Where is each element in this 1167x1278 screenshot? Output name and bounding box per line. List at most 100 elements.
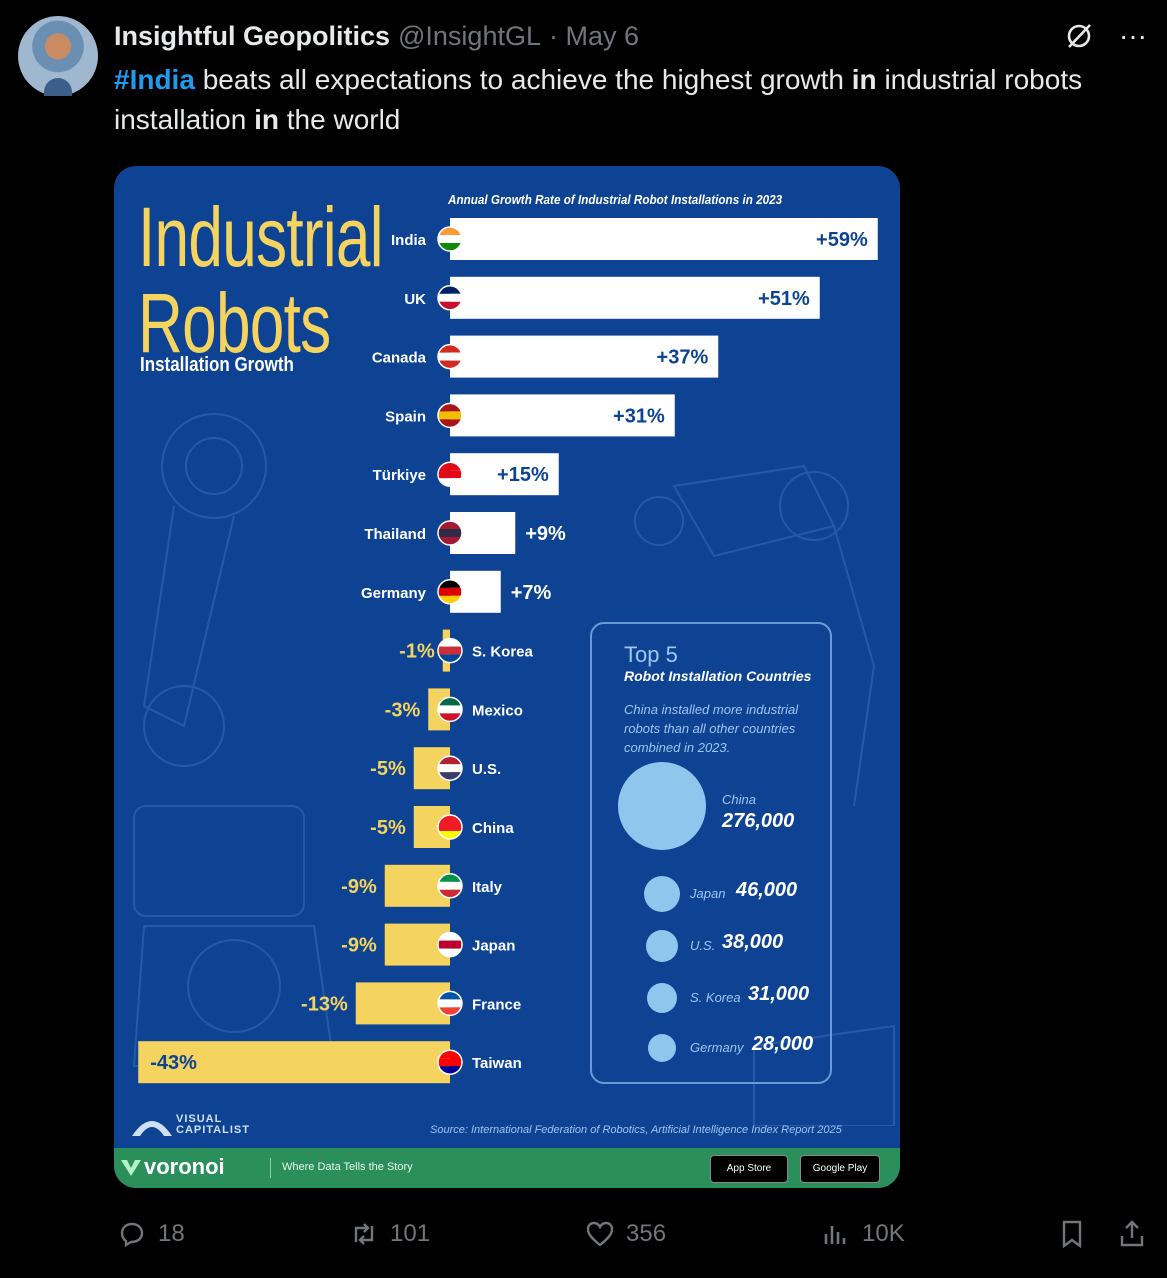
- voronoi-brand: voronoi: [144, 1154, 225, 1179]
- share-button[interactable]: [1116, 1218, 1148, 1250]
- footer-tagline: Where Data Tells the Story: [282, 1161, 413, 1173]
- category-label: Türkiye: [373, 467, 426, 484]
- category-label: Thailand: [364, 526, 426, 543]
- flag-icon: [437, 226, 463, 252]
- flag-icon: [437, 873, 463, 899]
- source-note: Source: International Federation of Robo…: [430, 1124, 842, 1136]
- infographic-title: Industrial Robots: [138, 190, 384, 370]
- bar-taiwan: [138, 1041, 450, 1084]
- author-avatar[interactable]: [18, 16, 98, 96]
- top5-subtitle: Robot Installation Countries: [624, 668, 812, 684]
- footer-divider: [270, 1158, 271, 1178]
- bar-spain: [450, 394, 675, 437]
- flag-icon: [437, 579, 463, 605]
- top5-value: 46,000: [736, 879, 798, 901]
- value-label: +15%: [497, 464, 549, 486]
- value-label: -5%: [370, 758, 406, 780]
- flag-icon: [437, 461, 463, 487]
- share-icon: [1120, 1220, 1144, 1247]
- category-label: U.S.: [472, 761, 501, 778]
- value-label: -3%: [385, 699, 421, 721]
- flag-icon: [437, 931, 463, 958]
- bar-t-rkiye: [450, 453, 559, 496]
- flag-icon: [437, 1049, 463, 1075]
- visual-capitalist-logo-icon: [132, 1121, 172, 1136]
- infographic-image[interactable]: Industrial Robots Installation Growth An…: [114, 166, 900, 1188]
- visual-capitalist-brand: VISUAL CAPITALIST: [176, 1113, 250, 1136]
- top5-bubble: [646, 930, 678, 962]
- more-dots-icon[interactable]: ···: [1119, 20, 1147, 51]
- top5-country: Germany: [690, 1040, 744, 1055]
- reply-button[interactable]: 18: [116, 1218, 185, 1250]
- bar-france: [355, 982, 450, 1025]
- top5-panel: Top 5 Robot Installation Countries China…: [590, 622, 832, 1084]
- google-play-button[interactable]: Google Play: [800, 1155, 880, 1183]
- footer-bar: voronoi Where Data Tells the Story App S…: [114, 1148, 900, 1188]
- tweet-text-segment: the world: [278, 104, 401, 135]
- bar-uk: [450, 276, 820, 319]
- top5-bubble: [647, 983, 677, 1013]
- bar-india: [450, 218, 878, 260]
- flag-icon: [437, 637, 463, 664]
- views-button[interactable]: 10K: [820, 1218, 905, 1250]
- hashtag-link[interactable]: #India: [114, 64, 195, 95]
- category-label: Canada: [372, 350, 427, 367]
- views-chart-icon: [824, 1226, 846, 1244]
- value-label: +7%: [511, 582, 552, 604]
- top5-country: U.S.: [690, 938, 716, 953]
- bookmark-button[interactable]: [1056, 1218, 1088, 1250]
- flag-icon: [437, 520, 463, 546]
- reply-count: 18: [158, 1220, 185, 1247]
- repost-count: 101: [390, 1220, 431, 1247]
- top5-title: Top 5: [624, 642, 678, 667]
- growth-bar-chart: +59% India +51% UK +37% Canada +31% Spain +15% Tü…: [138, 218, 878, 1084]
- voronoi-logo-icon: [121, 1160, 141, 1176]
- value-label: -9%: [341, 935, 377, 957]
- value-label: +51%: [758, 288, 810, 310]
- category-label: Italy: [472, 879, 503, 896]
- tweet-text-segment: in: [851, 64, 877, 95]
- tweet-text-segment: in: [254, 104, 279, 135]
- top5-value: 276,000: [722, 810, 795, 832]
- robot-arm-background-art: [132, 413, 895, 1126]
- value-label: -43%: [150, 1052, 197, 1074]
- top5-bubble: [648, 1034, 676, 1062]
- bar-canada: [450, 335, 719, 378]
- category-label: UK: [404, 291, 426, 308]
- infographic-subtitle: Installation Growth: [140, 354, 294, 376]
- top5-value: 28,000: [752, 1033, 814, 1055]
- tweet-action-bar: 18 101 356 10K: [0, 1208, 1167, 1258]
- flag-icon: [437, 990, 463, 1017]
- grok-slash-icon[interactable]: [1063, 20, 1095, 52]
- views-count: 10K: [862, 1220, 905, 1247]
- heart-icon: [586, 1221, 614, 1247]
- top5-country: S. Korea: [690, 990, 741, 1005]
- tweet-text-segment: industrial robots installation: [114, 64, 1083, 135]
- app-store-button[interactable]: App Store: [710, 1155, 788, 1183]
- title-line-1: Industrial: [138, 190, 384, 284]
- repost-icon: [354, 1223, 374, 1245]
- repost-button[interactable]: 101: [348, 1218, 430, 1250]
- top5-value: 38,000: [722, 931, 784, 953]
- top5-value: 31,000: [748, 983, 810, 1005]
- top5-country: Japan: [690, 886, 726, 901]
- tweet-date[interactable]: · May 6: [548, 20, 640, 51]
- category-label: Taiwan: [472, 1055, 522, 1072]
- flag-icon: [437, 696, 463, 723]
- author-handle[interactable]: @InsightGL: [398, 20, 541, 51]
- like-button[interactable]: 356: [584, 1218, 666, 1250]
- top5-bubble: [618, 762, 706, 850]
- like-count: 356: [626, 1220, 667, 1247]
- value-label: +31%: [613, 405, 665, 427]
- author-name[interactable]: Insightful Geopolitics: [114, 20, 390, 51]
- category-label: S. Korea: [472, 644, 534, 661]
- title-line-2: Robots: [138, 276, 331, 370]
- tweet-text-segment: beats all expectations to achieve the hi…: [194, 64, 852, 95]
- value-label: -9%: [341, 876, 377, 898]
- category-label: Germany: [361, 585, 427, 602]
- top5-description: China installed more industrial robots t…: [624, 702, 799, 755]
- tweet-header: Insightful Geopolitics @InsightGL · May …: [114, 18, 639, 54]
- value-label: +59%: [816, 229, 868, 251]
- flag-icon: [437, 402, 463, 429]
- top5-bubble: [644, 876, 680, 912]
